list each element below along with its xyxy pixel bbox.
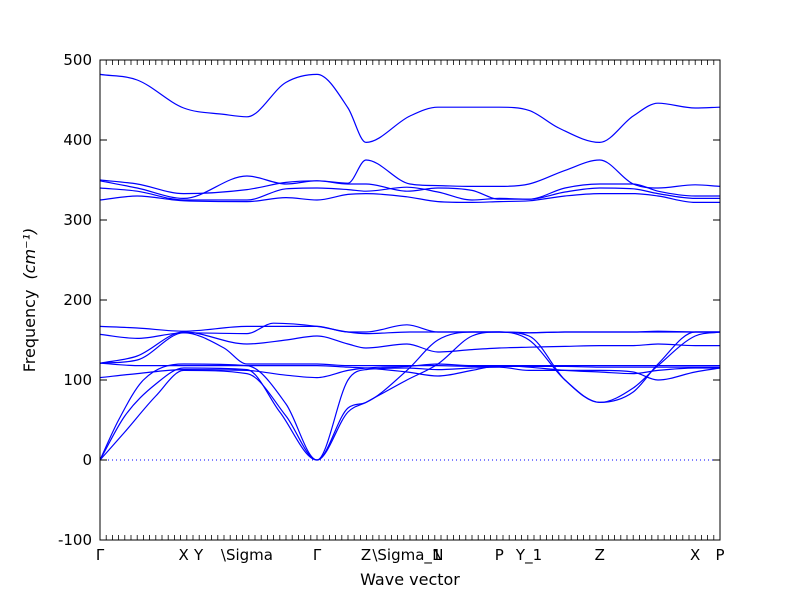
band-line-11 [99, 331, 720, 461]
x-tick-label-9: P [495, 546, 504, 564]
ticks-layer [99, 59, 721, 541]
y-tick-label-500: 500 [63, 51, 92, 69]
y-axis-title-text: Frequency [20, 290, 39, 373]
band-line-4 [99, 186, 720, 201]
x-tick-label-7: \Sigma_1 [372, 546, 441, 565]
y-tick-label-100: 100 [63, 371, 92, 389]
y-tick-label-200: 200 [63, 291, 92, 309]
y-tick-label-0: 0 [82, 451, 92, 469]
x-tick-label-11: Z [595, 546, 605, 564]
x-tick-label-5: Γ [313, 546, 322, 564]
band-line-1 [99, 73, 721, 144]
y-axis-title-unit: (cm⁻¹) [20, 228, 39, 280]
x-tick-label-8: N [432, 546, 443, 564]
x-tick-label-12: X [690, 546, 700, 564]
x-tick-label-2: X [179, 546, 189, 564]
band-line-7 [99, 322, 720, 340]
x-tick-label-3: Y [193, 546, 204, 564]
series-layer [99, 73, 721, 461]
y-tick-label-400: 400 [63, 131, 92, 149]
x-tick-label-4: \Sigma [221, 546, 273, 564]
x-axis-title: Wave vector [360, 570, 460, 589]
y-axis-title: Frequency (cm⁻¹) [20, 228, 39, 372]
x-tick-label-13: P [715, 546, 724, 564]
y-tick-label-300: 300 [63, 211, 92, 229]
band-line-8 [99, 331, 720, 364]
x-tick-label-1: Γ [96, 546, 105, 564]
band-line-12 [99, 331, 721, 461]
band-line-14 [99, 362, 720, 377]
x-tick-label-10: Y_1 [515, 546, 542, 565]
y-tick-label--100: -100 [58, 531, 92, 549]
x-tick-label-6: Z [361, 546, 371, 564]
plot-frame [99, 59, 721, 541]
band-line-5 [99, 192, 720, 204]
band-line-13 [99, 366, 721, 461]
band-line-9 [99, 332, 720, 368]
band-line-3 [99, 175, 720, 200]
